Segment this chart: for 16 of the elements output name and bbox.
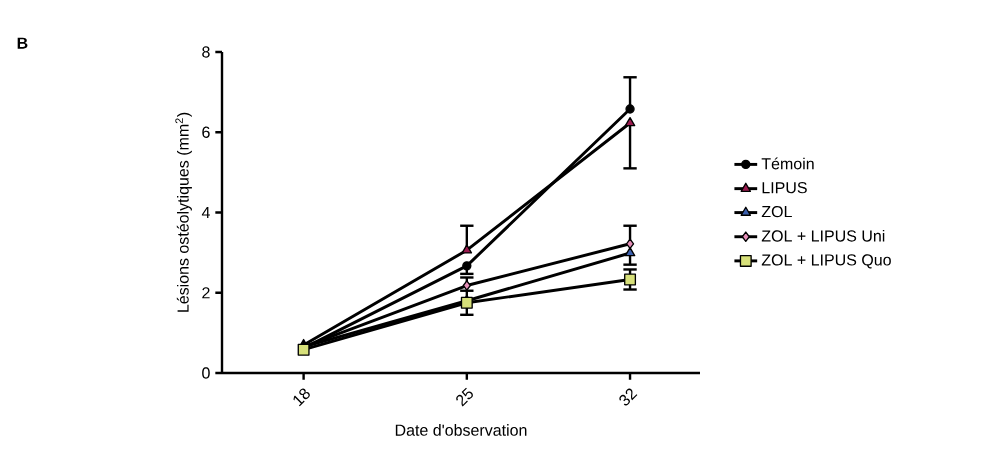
x-tick-label: 32 xyxy=(619,388,638,406)
legend-label: LIPUS xyxy=(762,182,807,194)
y-tick-label: 0 xyxy=(202,367,210,379)
y-tick-label: 2 xyxy=(202,287,210,299)
y-axis-title: Lésions ostéolytiques (mm$^{2}$) xyxy=(175,112,192,312)
legend-label: ZOL + LIPUS Uni xyxy=(761,229,885,242)
x-tick-label: 25 xyxy=(456,387,473,407)
legend-label: ZOL + LIPUS Quo xyxy=(761,254,891,269)
x-tick-label: 18 xyxy=(293,388,310,407)
y-tick-label: 8 xyxy=(202,46,210,58)
x-axis-title: Date d'observation xyxy=(395,424,527,436)
y-tick-label: 6 xyxy=(202,126,210,138)
legend-label: ZOL xyxy=(761,205,792,218)
y-tick-label: 4 xyxy=(201,206,210,218)
legend-label: Témoin xyxy=(761,157,814,170)
text: B xyxy=(17,37,28,49)
